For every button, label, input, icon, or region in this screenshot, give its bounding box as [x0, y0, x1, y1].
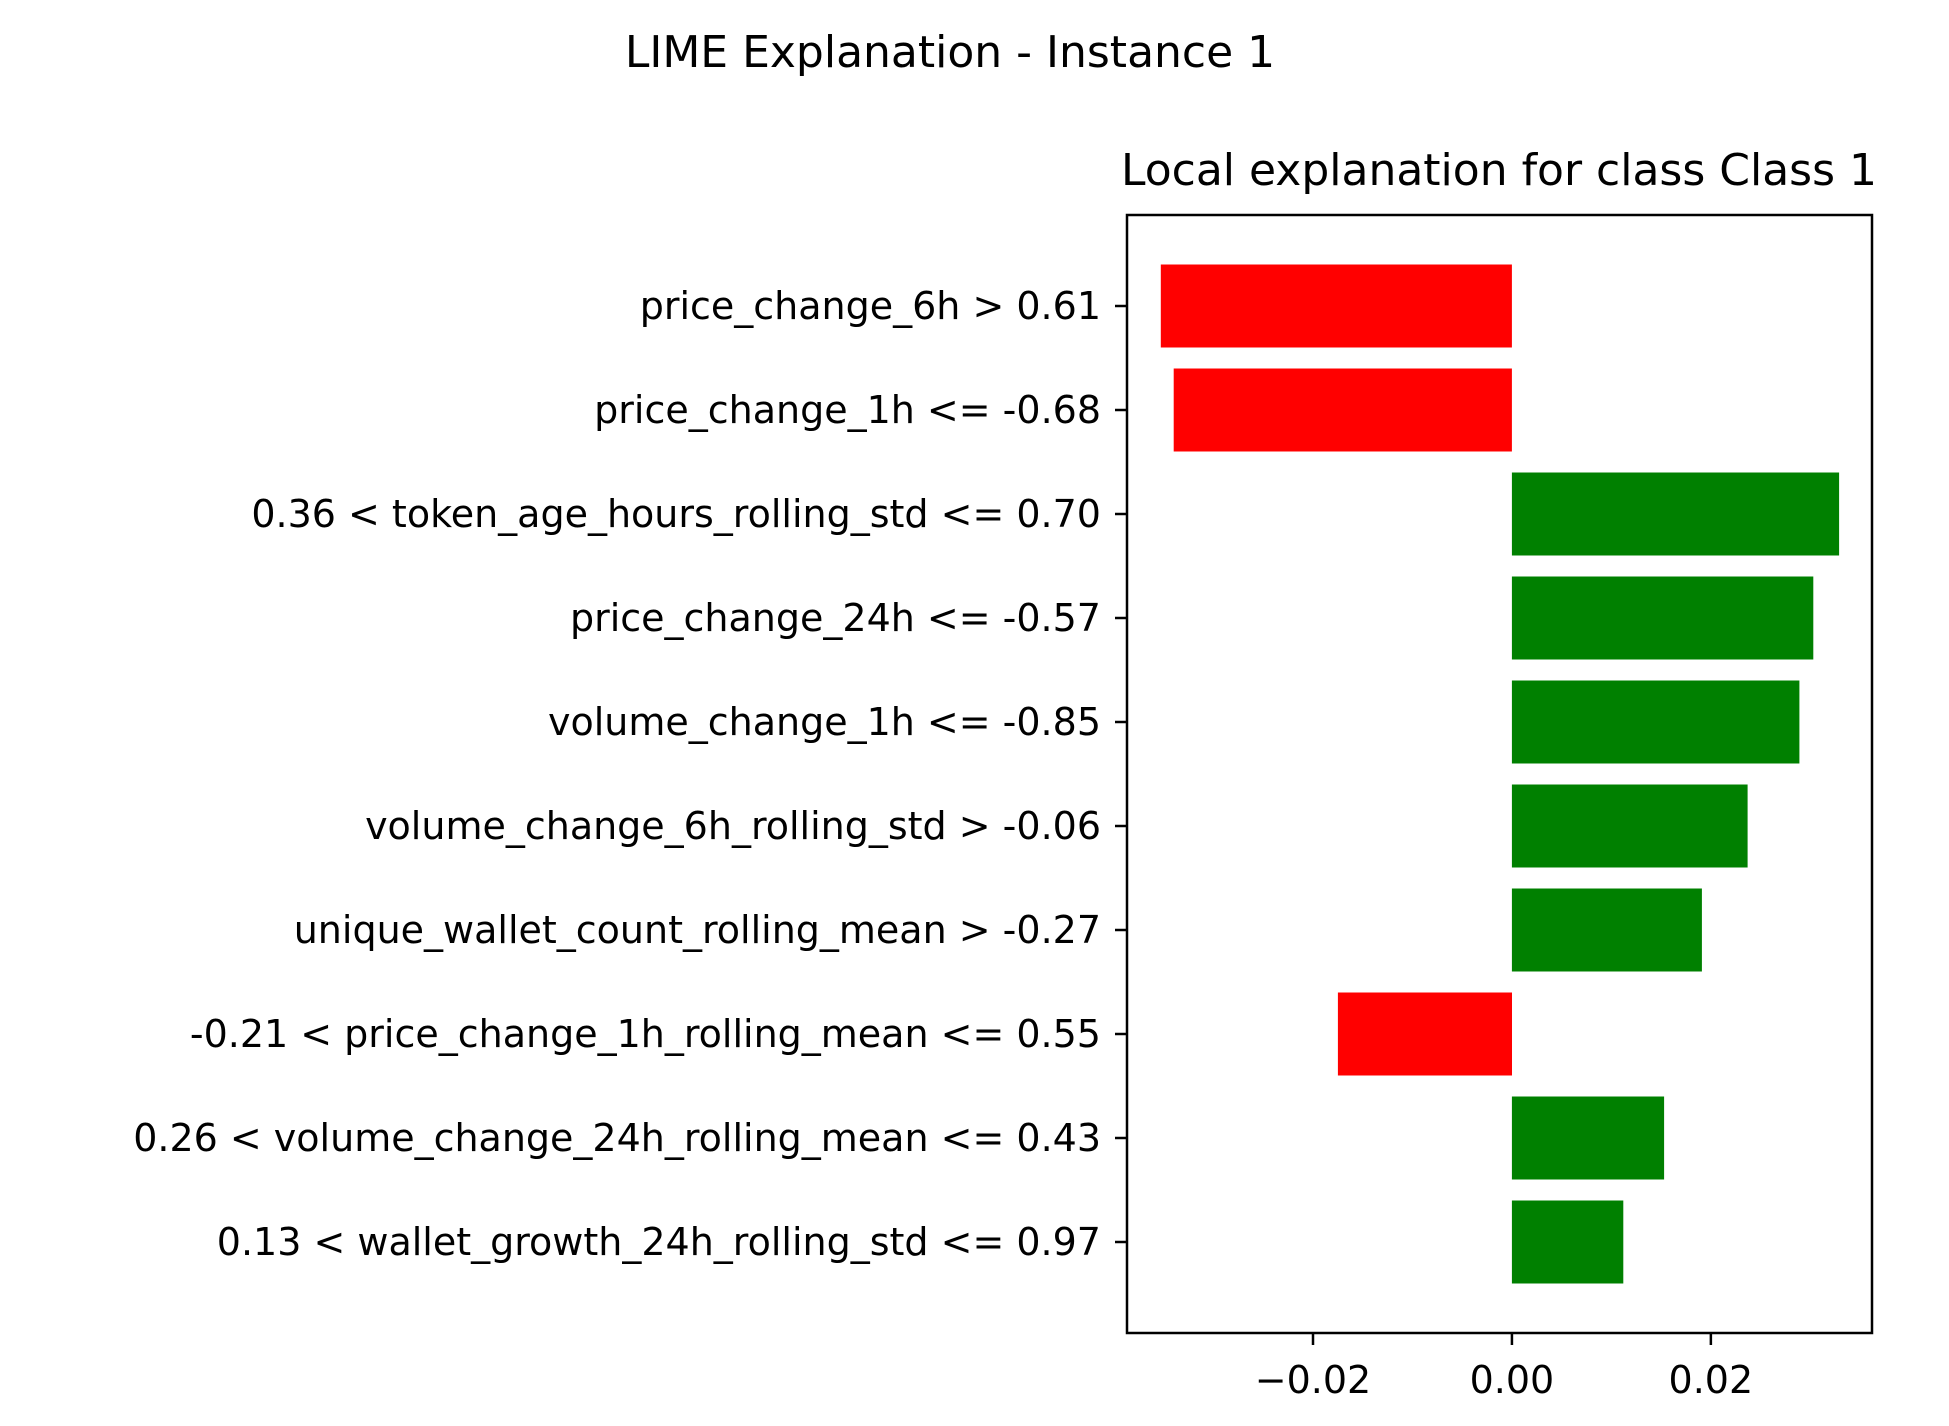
y-tick-label: price_change_6h > 0.61 — [640, 284, 1101, 328]
bar-2 — [1173, 368, 1512, 452]
y-tick-label: volume_change_6h_rolling_std > -0.06 — [365, 804, 1101, 848]
axes-title: Local explanation for class Class 1 — [1121, 145, 1877, 196]
y-tick-group: price_change_6h > 0.61 price_change_1h <=… — [133, 284, 1127, 1264]
x-tick-label: 0.02 — [1669, 1358, 1754, 1402]
bars-group — [1160, 264, 1840, 1284]
y-tick-label: 0.26 < volume_change_24h_rolling_mean <=… — [133, 1116, 1101, 1160]
figure-title: LIME Explanation - Instance 1 — [625, 27, 1275, 78]
y-tick-label: price_change_24h <= -0.57 — [570, 596, 1101, 640]
x-tick-group: −0.02 0.00 0.02 — [1255, 1333, 1753, 1402]
bar-6 — [1511, 784, 1748, 868]
bar-5 — [1511, 680, 1800, 764]
y-tick-label: price_change_1h <= -0.68 — [594, 388, 1101, 432]
bar-3 — [1511, 472, 1840, 556]
x-tick-label: 0.00 — [1470, 1358, 1555, 1402]
bar-1 — [1160, 264, 1512, 348]
y-tick-label: unique_wallet_count_rolling_mean > -0.27 — [294, 908, 1101, 952]
y-tick-label: volume_change_1h <= -0.85 — [548, 700, 1101, 744]
bar-9 — [1511, 1096, 1665, 1180]
bar-8 — [1337, 992, 1512, 1076]
y-tick-label: 0.36 < token_age_hours_rolling_std <= 0.… — [251, 492, 1101, 536]
bar-7 — [1511, 888, 1702, 972]
bar-10 — [1511, 1200, 1624, 1284]
plot-frame — [1125, 213, 1874, 1335]
y-tick-label: 0.13 < wallet_growth_24h_rolling_std <= … — [217, 1220, 1101, 1264]
x-tick-label: −0.02 — [1255, 1358, 1371, 1402]
bar-4 — [1511, 576, 1814, 660]
y-tick-label: -0.21 < price_change_1h_rolling_mean <= … — [190, 1012, 1101, 1056]
